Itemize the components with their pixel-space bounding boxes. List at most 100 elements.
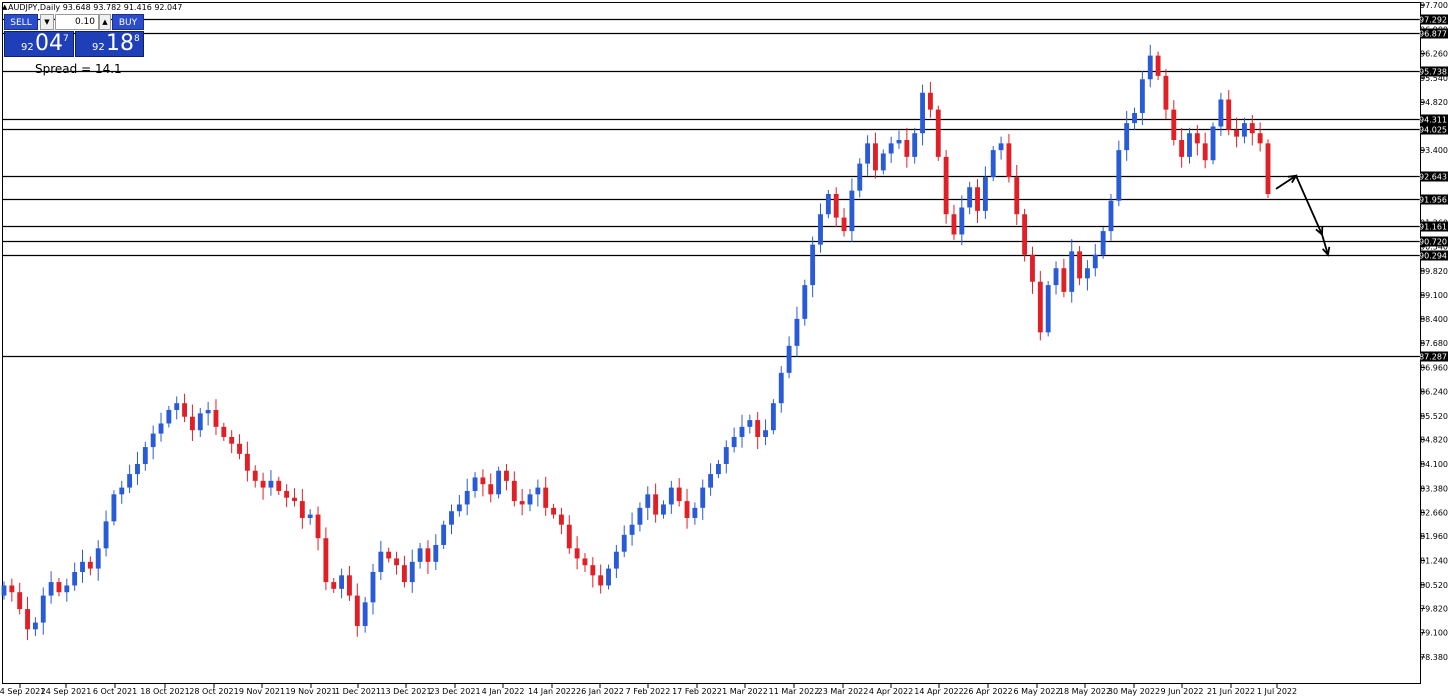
candle-bull [527,494,533,505]
candle-bear [935,109,941,157]
sell-price-box[interactable]: 92 04 7 [4,31,74,57]
lot-size-input[interactable]: 0.10 [55,14,99,30]
candle-bull [700,487,706,508]
candle-bear [276,480,282,491]
candle-bull [464,490,470,505]
candle-bull [621,534,627,552]
x-tick-label: 1 Jul 2022 [1257,687,1297,696]
x-tick-label: 9 Jun 2022 [1160,687,1203,696]
x-tick-label: 18 May 2022 [1059,687,1111,696]
candle-bear [284,490,290,498]
arrow-path [1275,174,1329,255]
candle-bull [645,494,651,508]
candle-bull [606,568,611,586]
candle-bear [676,487,682,502]
level-tag [1421,66,1448,77]
candle-bear [904,139,910,157]
level-tag-label: 91.956 [1419,196,1447,205]
candle-bear [488,484,494,495]
candle-bull [888,143,894,154]
y-tick-label: 84.820 [1420,436,1448,445]
candle-bull [1147,55,1153,80]
candle-bear [347,575,352,596]
candle-bull [1092,254,1098,269]
y-tick-label: 84.100 [1420,460,1448,469]
candle-bull [739,426,745,437]
candle-bear [1265,143,1271,194]
candle-bear [574,548,580,559]
candle-bear [598,575,604,586]
candle-bull [1045,285,1051,333]
candle-bear [299,501,305,518]
candle-bear [551,507,556,515]
y-tick-label: 94.820 [1420,98,1448,107]
lot-increase-icon[interactable]: ▲ [99,14,111,30]
lot-decrease-icon[interactable]: ▼ [40,14,54,30]
candle-bear [833,193,839,218]
candle-bear [425,548,431,562]
candle-bull [1124,123,1130,151]
candles [1,44,1271,641]
x-tick-label: 26 Jan 2022 [576,687,624,696]
candle-bull [409,561,415,583]
candle-bull [802,285,808,319]
candle-bull [362,602,368,626]
x-tick-label: 1 Dec 2021 [335,687,381,696]
candle-bull [1132,112,1137,124]
level-tag-label: 96.877 [1419,30,1447,39]
level-tag [1421,250,1448,261]
x-tick-label: 24 Sep 2021 [41,687,92,696]
level-tag [1421,351,1448,362]
level-tag [1421,171,1448,182]
candle-bear [315,514,321,539]
x-tick-label: 14 Sep 2021 [0,687,45,696]
spread-label: Spread = 14.1 [35,62,122,76]
y-tick-label: 89.820 [1420,267,1448,276]
level-tag-label: 94.025 [1419,126,1447,135]
candle-bear [56,582,62,593]
candle-bear [9,585,15,593]
candle-bull [95,548,101,569]
y-tick-label: 89.100 [1420,291,1448,300]
candle-bull [849,190,855,232]
candle-bull [119,487,125,495]
candle-bull [1218,99,1224,127]
candle-bear [558,514,564,525]
level-tag-label: 90.720 [1419,238,1447,247]
candle-bull [613,551,619,569]
candle-bear [566,524,572,549]
candle-bear [87,561,93,569]
y-tick-label: 86.240 [1420,388,1448,397]
level-tag [1421,28,1448,39]
candle-bull [865,143,871,164]
candle-bull [747,420,753,427]
x-tick-label: 6 Oct 2021 [93,687,137,696]
one-click-trading-panel: SELL ▼ 0.10 ▲ BUY 92 04 7 92 18 8 [4,14,144,58]
x-tick-label: 14 Jan 2022 [528,687,576,696]
candle-bull [998,143,1004,151]
x-tick-label: 7 Feb 2022 [626,687,671,696]
candle-bull [794,318,800,346]
candle-bull [1053,268,1059,286]
level-tag [1421,114,1448,125]
candle-bear [1226,99,1232,130]
candle-bear [229,436,235,444]
candle-bear [653,494,659,515]
candle-bull [857,163,863,191]
candle-bear [1030,254,1035,282]
symbol-triangle-icon: ▲ [2,3,8,11]
arrow-head [1287,174,1298,184]
candle-bull [1069,251,1075,292]
candle-bull [103,521,109,549]
y-tick-label: 82.660 [1420,509,1448,518]
candle-bull [535,487,541,495]
candle-bull [1108,200,1114,232]
buy-button[interactable]: BUY [112,14,144,30]
candle-bear [252,470,258,481]
candle-bull [982,177,988,211]
buy-price-box[interactable]: 92 18 8 [75,31,144,57]
x-tick-label: 26 Apr 2022 [963,687,1012,696]
sell-button[interactable]: SELL [4,14,38,30]
